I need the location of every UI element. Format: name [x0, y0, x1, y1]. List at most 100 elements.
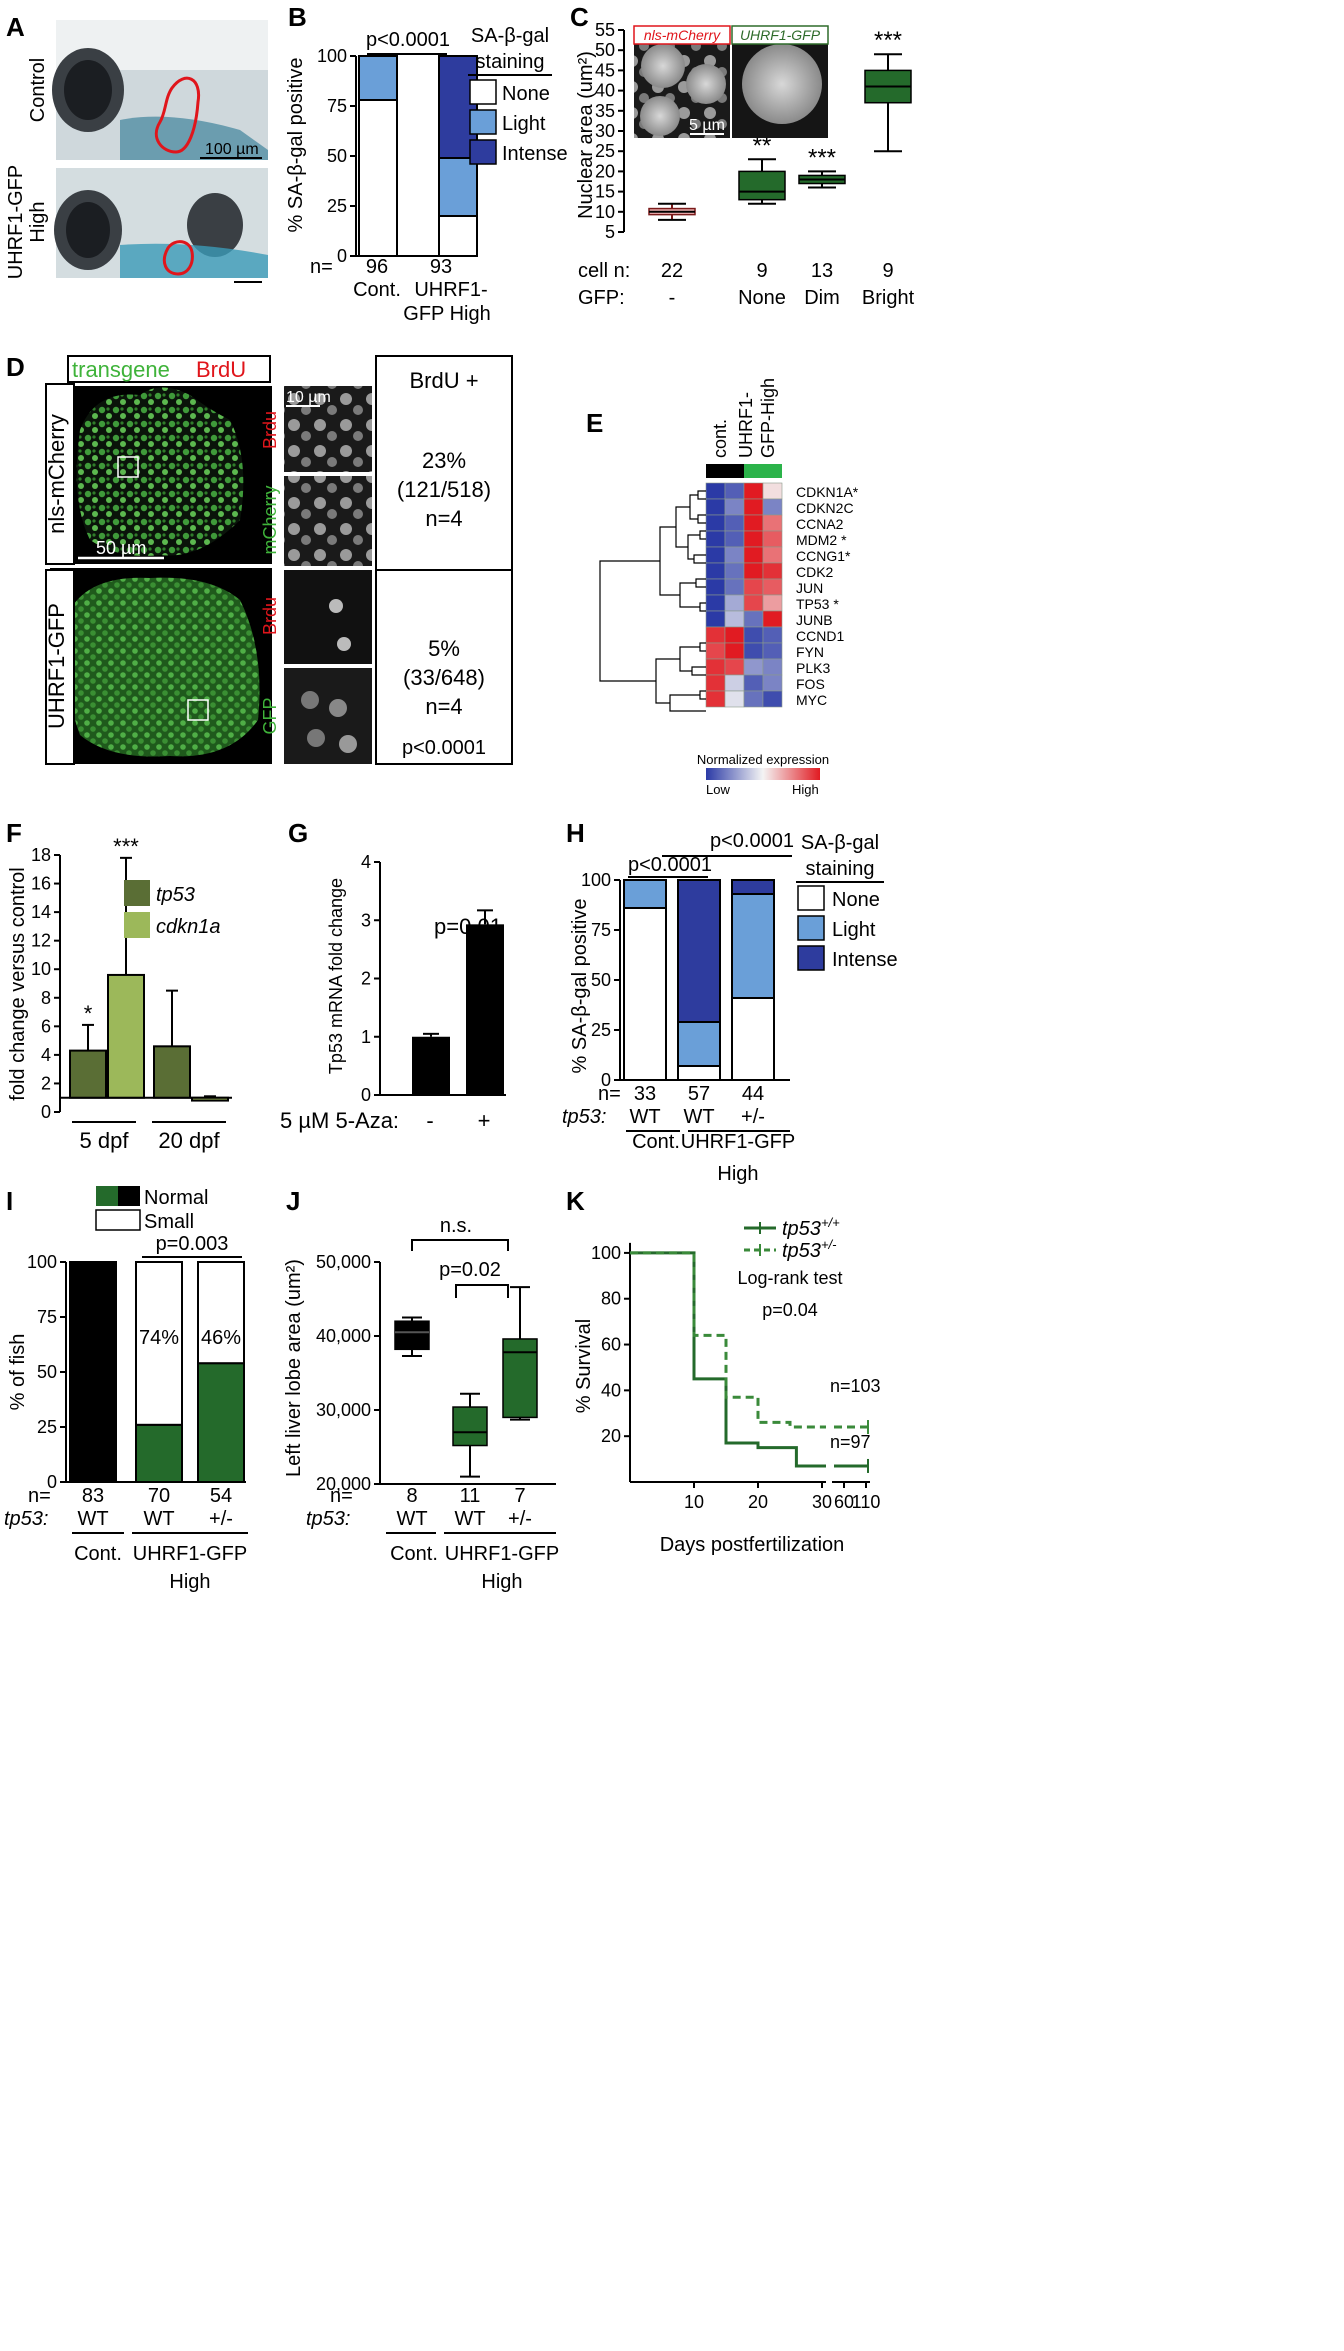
d-row-mcherry: nls-mCherry — [44, 414, 69, 534]
k-x-tick-label: 20 — [748, 1492, 768, 1512]
e-cell-12-2 — [743, 674, 764, 692]
j-uhrf: UHRF1-GFP — [445, 1543, 559, 1565]
f-bar-tp53-0 — [69, 1049, 107, 1099]
e-cell-5-2 — [743, 562, 764, 580]
d-pval: p<0.0001 — [402, 737, 486, 759]
e-cell-6-1 — [724, 578, 745, 596]
i-y-tick-label: 100 — [27, 1252, 57, 1272]
k-x-tick-label: 110 — [852, 1492, 881, 1512]
d-row-uhrf1: UHRF1-GFP — [44, 603, 69, 729]
k-y-tick-label: 80 — [601, 1289, 621, 1309]
e-cell-11-2 — [743, 658, 764, 676]
e-gene-7: TP53 * — [796, 596, 839, 612]
g-bar-0 — [412, 1036, 450, 1095]
h-legend-label-0: None — [832, 889, 880, 911]
i-n-0: 83 — [82, 1485, 104, 1507]
e-cell-13-0 — [705, 690, 726, 708]
h-uhrf: UHRF1-GFP — [681, 1131, 795, 1153]
e-cell-9-3 — [762, 626, 783, 644]
h-bar-light-0 — [623, 879, 667, 909]
c-star-1: ** — [753, 132, 772, 159]
c-xlabels: 22 - 9 None 13 Dim 9 Bright — [661, 260, 915, 309]
h-p1: p<0.0001 — [628, 854, 712, 876]
e-cell-7-3 — [762, 594, 783, 612]
b-y-tick-label: 50 — [327, 146, 347, 166]
c-y-tick-label: 15 — [595, 182, 615, 202]
i-plot-area: 0 25 50 75 100 74% 46% — [27, 1252, 246, 1492]
h-tp53-1: WT — [683, 1106, 714, 1128]
j-y-tick-label: 20,000 — [316, 1474, 371, 1494]
e-gene-10: FYN — [796, 644, 824, 660]
e-gene-8: JUNB — [796, 612, 833, 628]
d-row2-frac: (33/648) — [403, 665, 485, 690]
c-y-tick-label: 20 — [595, 161, 615, 181]
c-star-3: *** — [874, 27, 902, 54]
h-y-tick-label: 50 — [591, 970, 611, 990]
c-n-3: 9 — [882, 260, 893, 282]
e-legend-title: Normalized expression — [697, 752, 829, 767]
c-y-tick-label: 50 — [595, 40, 615, 60]
h-legend-title2: staining — [806, 858, 875, 880]
b-cat1: Cont. — [353, 279, 401, 301]
i-pval: p=0.003 — [156, 1233, 229, 1255]
j-pval: p=0.02 — [439, 1259, 501, 1281]
h-bar-light-1 — [677, 1021, 721, 1067]
i-pct-1: 74% — [139, 1327, 179, 1349]
e-cell-2-3 — [762, 514, 783, 532]
i-bar-normal-0 — [69, 1261, 117, 1483]
f-group2: 20 dpf — [158, 1128, 220, 1153]
e-cell-3-0 — [705, 530, 726, 548]
e-cell-10-1 — [724, 642, 745, 660]
f-bar-cdkn1a-0 — [107, 973, 145, 1099]
j-tp53-1: WT — [454, 1508, 485, 1530]
b-legend-label-2: Intense — [502, 143, 568, 165]
panel-label-j: J — [286, 1186, 300, 1216]
e-cell-2-1 — [724, 514, 745, 532]
i-tp53-0: WT — [77, 1508, 108, 1530]
e-legend-high: High — [792, 782, 819, 797]
h-y-tick-label: 100 — [581, 870, 611, 890]
i-y-tick-label: 0 — [47, 1472, 57, 1492]
h-bar-light-2 — [731, 893, 775, 999]
h-n-1: 57 — [688, 1083, 710, 1105]
b-n1: 96 — [366, 256, 388, 278]
label-high: High — [27, 201, 49, 242]
h-tp53-0: WT — [629, 1106, 660, 1128]
panel-label-h: H — [566, 818, 585, 848]
h-cont: Cont. — [632, 1131, 680, 1153]
k-n2: n=97 — [830, 1432, 871, 1452]
h-tp53-label: tp53: — [562, 1106, 606, 1128]
e-col-cont: cont. — [710, 419, 730, 458]
i-uhrf: UHRF1-GFP — [133, 1543, 247, 1565]
panel-b: B % SA-β-gal positive 0 25 50 75 100 p<0.000… — [285, 2, 568, 325]
b-legend-title2: staining — [476, 51, 545, 73]
b-y-tick-label: 75 — [327, 96, 347, 116]
e-gene-5: CDK2 — [796, 564, 834, 580]
e-cell-11-3 — [762, 658, 783, 676]
e-cell-4-3 — [762, 546, 783, 564]
e-cell-10-3 — [762, 642, 783, 660]
i-n-label: n= — [28, 1485, 51, 1507]
i-cont: Cont. — [74, 1543, 122, 1565]
c-y-tick-label: 35 — [595, 101, 615, 121]
c-gfp-0: - — [669, 287, 676, 309]
e-cell-8-2 — [743, 610, 764, 628]
i-y-tick-label: 25 — [37, 1417, 57, 1437]
e-cell-9-1 — [724, 626, 745, 644]
c-y-tick-label: 40 — [595, 81, 615, 101]
e-gene-13: MYC — [796, 692, 827, 708]
f-star-tp53: * — [84, 1001, 93, 1026]
c-n-1: 9 — [756, 260, 767, 282]
e-dendrogram — [599, 490, 706, 712]
e-cell-13-2 — [743, 690, 764, 708]
f-y-tick-label: 10 — [31, 959, 51, 979]
k-legend-het: tp53+/- — [782, 1237, 837, 1262]
f-star-cdkn1a: *** — [113, 834, 139, 859]
e-cell-10-2 — [743, 642, 764, 660]
e-gene-9: CCND1 — [796, 628, 844, 644]
b-bar-intense-1 — [438, 55, 478, 159]
e-col-uhrf1: UHRF1- — [736, 392, 756, 458]
e-cell-1-1 — [724, 498, 745, 516]
h-legend-label-2: Intense — [832, 949, 898, 971]
